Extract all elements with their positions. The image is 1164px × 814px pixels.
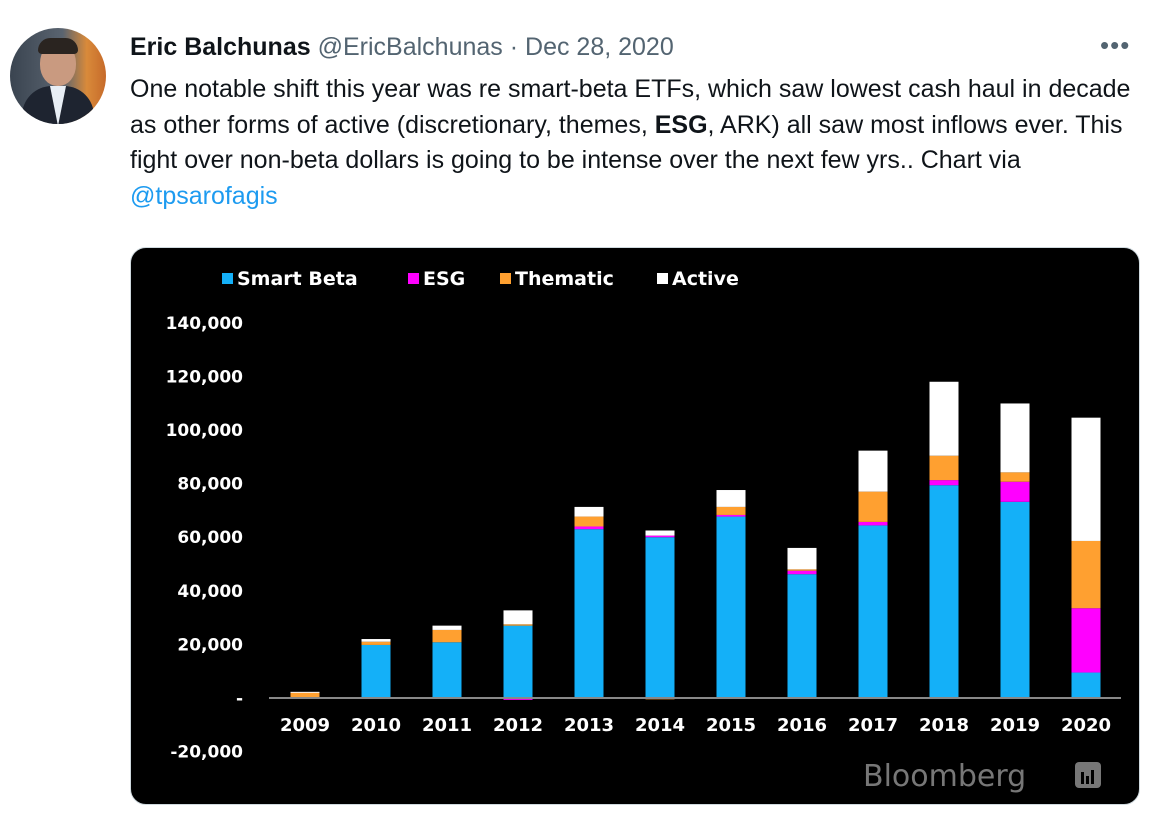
bar-segment-thematic xyxy=(858,491,888,522)
bar-segment-thematic xyxy=(1071,540,1101,609)
bar-segment-smart-beta xyxy=(929,485,959,698)
legend-label: ESG xyxy=(423,268,465,290)
legend-label: Thematic xyxy=(515,268,614,290)
y-tick-label: -20,000 xyxy=(170,743,243,763)
bar-segment-active xyxy=(645,530,675,536)
x-tick-label: 2020 xyxy=(1061,715,1111,736)
bar-segment-esg xyxy=(1000,481,1030,502)
author-name[interactable]: Eric Balchunas xyxy=(130,33,311,61)
bar-segment-thematic xyxy=(503,624,533,626)
chart-image[interactable]: Smart Beta ESG Thematic Active 140,000 120,00… xyxy=(130,247,1140,805)
bloomberg-watermark: Bloomberg xyxy=(863,759,1026,794)
bar-segment-thematic xyxy=(290,692,320,698)
x-tick-label: 2013 xyxy=(564,715,614,736)
legend-swatch xyxy=(408,273,419,284)
legend-swatch xyxy=(657,273,668,284)
x-tick-label: 2019 xyxy=(990,715,1040,736)
legend-swatch xyxy=(500,273,511,284)
bar-segment-active xyxy=(787,547,817,570)
bar-segment-esg xyxy=(858,521,888,526)
bar-segment-active xyxy=(290,691,320,693)
bloomberg-logo-bar xyxy=(1086,776,1089,784)
bar-segment-thematic xyxy=(361,641,391,645)
bloomberg-logo-bar xyxy=(1091,770,1094,784)
mention-link[interactable]: @tpsarofagis xyxy=(130,181,278,210)
bar-segment-thematic xyxy=(1000,472,1030,482)
x-tick-label: 2010 xyxy=(351,715,401,736)
bar-segment-active xyxy=(716,490,746,507)
bar-segment-esg xyxy=(716,514,746,517)
legend-label: Smart Beta xyxy=(237,268,358,290)
legend-swatch xyxy=(222,273,233,284)
tweet-header: Eric Balchunas @EricBalchunas · Dec 28, … xyxy=(130,30,674,64)
tweet-date[interactable]: Dec 28, 2020 xyxy=(525,33,674,61)
bloomberg-logo-bar xyxy=(1081,772,1084,784)
x-tick-label: 2016 xyxy=(777,715,827,736)
bar-segment-smart-beta xyxy=(645,537,675,698)
avatar-hair xyxy=(38,38,78,54)
tweet-text: One notable shift this year was re smart… xyxy=(130,72,1160,214)
bar-segment-active xyxy=(361,639,391,642)
bar-segment-esg xyxy=(929,480,959,486)
y-tick-label: 100,000 xyxy=(166,421,244,441)
avatar[interactable] xyxy=(10,28,106,124)
x-tick-label: 2017 xyxy=(848,715,898,736)
bar-segment-esg xyxy=(645,535,675,538)
tweet-text-bold: ESG xyxy=(654,110,708,139)
x-tick-label: 2018 xyxy=(919,715,969,736)
author-handle[interactable]: @EricBalchunas xyxy=(317,33,503,61)
y-tick-label: 20,000 xyxy=(177,635,243,655)
bar-segment-smart-beta xyxy=(858,525,888,698)
bar-segment-esg xyxy=(574,526,604,530)
bar-segment-thematic xyxy=(432,629,462,643)
y-tick-label: 140,000 xyxy=(166,314,244,334)
bar-segment-active xyxy=(574,506,604,517)
x-tick-label: 2012 xyxy=(493,715,543,736)
bar-segment-thematic xyxy=(929,455,959,481)
bar-segment-smart-beta xyxy=(1071,672,1101,698)
bar-segment-active xyxy=(1000,403,1030,473)
bar-segment-active xyxy=(929,381,959,456)
bar-segment-active xyxy=(1071,417,1101,541)
bar-segment-thematic xyxy=(787,569,817,571)
legend-label: Active xyxy=(672,268,739,290)
bar-segment-thematic xyxy=(716,506,746,515)
more-horizontal-icon[interactable]: ••• xyxy=(1100,30,1131,60)
y-tick-label: 120,000 xyxy=(166,367,244,387)
bar-segment-smart-beta xyxy=(574,529,604,698)
y-tick-label: 40,000 xyxy=(177,582,243,602)
bar-segment-active xyxy=(432,625,462,630)
x-tick-label: 2015 xyxy=(706,715,756,736)
bar-segment-smart-beta xyxy=(1000,501,1030,698)
bar-segment-smart-beta xyxy=(716,516,746,698)
stacked-bar-chart: Smart Beta ESG Thematic Active 140,000 120,00… xyxy=(166,268,1121,794)
tweet-text-part: One notable shift this year was re smart… xyxy=(130,75,1131,139)
bar-segment-esg xyxy=(787,570,817,575)
x-tick-label: 2009 xyxy=(280,715,330,736)
bar-segment-smart-beta xyxy=(503,625,533,698)
bar-segment-thematic xyxy=(574,516,604,527)
y-tick-label: - xyxy=(236,689,243,709)
x-tick-label: 2014 xyxy=(635,715,685,736)
y-tick-label: 60,000 xyxy=(177,528,243,548)
bar-segment-smart-beta xyxy=(432,642,462,698)
bar-segment-active xyxy=(503,610,533,625)
bar-segment-smart-beta xyxy=(361,644,391,698)
x-tick-label: 2011 xyxy=(422,715,472,736)
tweet-text-part: , ARK) all saw most inflows ever. This f… xyxy=(130,110,1123,175)
y-tick-label: 80,000 xyxy=(177,475,243,495)
bloomberg-logo-icon xyxy=(1075,762,1101,788)
bar-segment-smart-beta xyxy=(787,574,817,698)
separator: · xyxy=(509,33,519,61)
bar-segment-active xyxy=(858,450,888,492)
bar-segment-esg xyxy=(1071,608,1101,673)
